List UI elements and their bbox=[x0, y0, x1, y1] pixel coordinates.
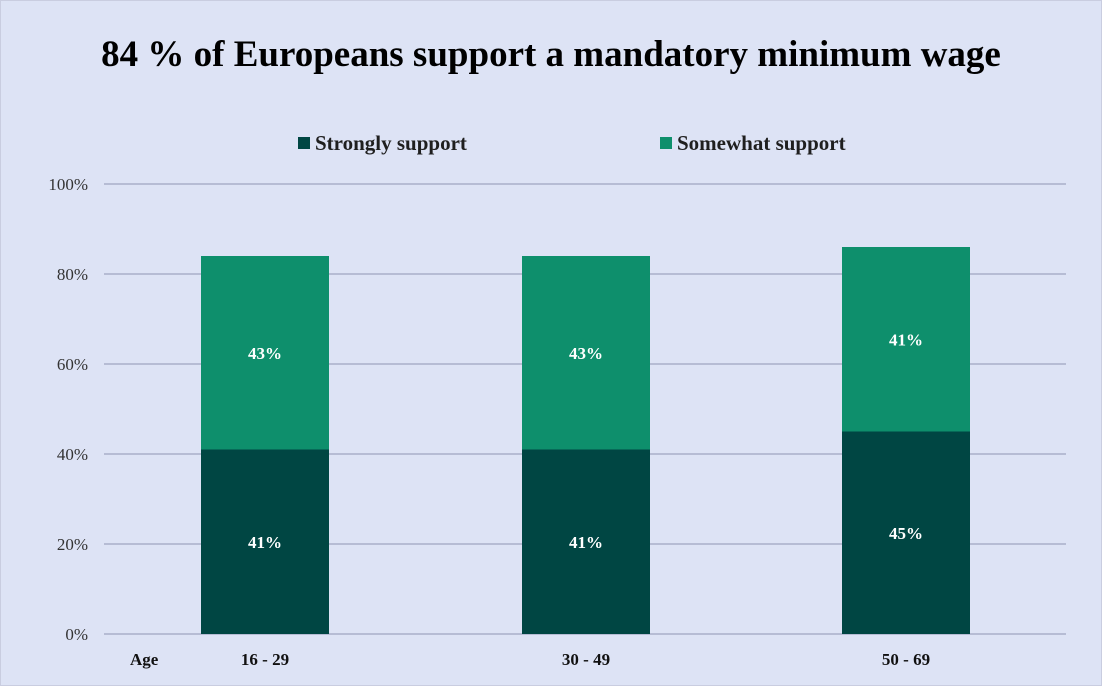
bar-strongly-3 bbox=[842, 431, 970, 634]
legend-item-strongly-support: Strongly support bbox=[298, 131, 467, 155]
y-tick-label-100: 100% bbox=[48, 175, 88, 194]
legend-swatch-somewhat-support bbox=[660, 137, 672, 149]
bar-somewhat-1 bbox=[201, 256, 329, 450]
y-tick-label-20: 20% bbox=[57, 535, 88, 554]
data-label-somewhat-2: 43% bbox=[569, 344, 603, 363]
data-label-somewhat-1: 43% bbox=[248, 344, 282, 363]
x-tick-label-2: 30 - 49 bbox=[562, 650, 610, 669]
legend-label-somewhat-support: Somewhat support bbox=[677, 130, 846, 155]
y-tick-label-40: 40% bbox=[57, 445, 88, 464]
bar-strongly-1 bbox=[201, 449, 329, 634]
x-axis-label: Age bbox=[130, 650, 159, 669]
data-label-strongly-2: 41% bbox=[569, 533, 603, 552]
x-tick-label-1: 16 - 29 bbox=[241, 650, 289, 669]
bar-somewhat-3 bbox=[842, 247, 970, 432]
bar-strongly-2 bbox=[522, 449, 650, 634]
legend-item-somewhat-support: Somewhat support bbox=[660, 131, 846, 155]
chart-title: 84 % of Europeans support a mandatory mi… bbox=[101, 34, 1001, 75]
bar-somewhat-2 bbox=[522, 256, 650, 450]
legend-label-strongly-support: Strongly support bbox=[315, 130, 467, 155]
x-tick-label-3: 50 - 69 bbox=[882, 650, 930, 669]
y-tick-label-80: 80% bbox=[57, 265, 88, 284]
data-label-strongly-3: 45% bbox=[889, 524, 923, 543]
y-tick-label-0: 0% bbox=[65, 625, 88, 644]
data-label-strongly-1: 41% bbox=[248, 533, 282, 552]
legend-swatch-strongly-support bbox=[298, 137, 310, 149]
y-tick-label-60: 60% bbox=[57, 355, 88, 374]
data-label-somewhat-3: 41% bbox=[889, 330, 923, 349]
